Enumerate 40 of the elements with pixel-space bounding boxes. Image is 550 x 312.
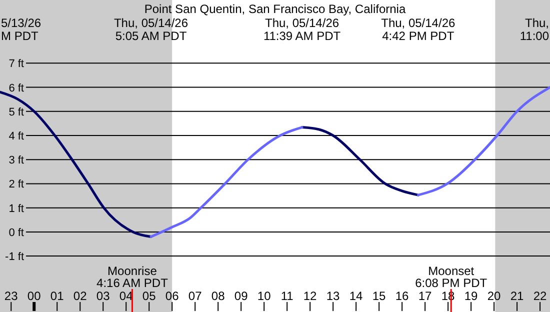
x-tick-label: 11 (280, 289, 294, 303)
y-tick-label: 0 ft (8, 226, 24, 239)
y-tick-label: 4 ft (8, 130, 24, 143)
x-tick-label: 19 (464, 289, 478, 303)
annotation: Thu, 11:00 (520, 16, 550, 43)
x-tick-label: 03 (96, 289, 110, 303)
x-tick-label: 15 (372, 289, 386, 303)
x-tick-label: 16 (395, 289, 410, 303)
y-tick-label: 5 ft (8, 106, 24, 118)
x-tick-label: 00 (27, 289, 42, 303)
x-tick-label: 12 (303, 289, 318, 303)
ref-line-label: Moonrise 4:16 AM PDT (96, 264, 169, 290)
y-tick-label: 7 ft (8, 58, 24, 70)
x-tick-label: 22 (533, 289, 548, 303)
x-tick-label: 14 (349, 289, 364, 303)
x-tick-label: 10 (257, 289, 272, 303)
chart-title: Point San Quentin, San Francisco Bay, California (144, 2, 406, 16)
x-tick-label: 17 (418, 289, 432, 303)
x-tick-label: 01 (50, 289, 64, 303)
y-tick-label: -1 ft (5, 251, 24, 264)
x-tick-label: 06 (165, 289, 180, 303)
ref-line-label: Moonset 6:08 PM PDT (415, 264, 488, 290)
x-tick-label: 13 (326, 289, 340, 303)
x-tick-label: 05 (142, 289, 156, 303)
x-tick-label: 02 (73, 289, 88, 303)
x-tick-label: 04 (119, 289, 134, 303)
x-tick-label: 20 (487, 289, 502, 303)
y-tick-label: 2 ft (8, 178, 24, 191)
annotation: Thu, 05/14/26 4:42 PM PDT (381, 16, 456, 43)
y-tick-label: 6 ft (8, 82, 24, 94)
annotation: 5/13/26 M PDT (1, 16, 42, 43)
x-tick-label: 08 (211, 289, 226, 303)
x-tick-label: 09 (234, 289, 248, 303)
x-tick-label: 21 (510, 289, 524, 303)
y-tick-label: 1 ft (8, 202, 24, 215)
annotation: Thu, 05/14/26 11:39 AM PDT (263, 16, 342, 43)
y-tick-label: 3 ft (8, 154, 24, 167)
annotation: Thu, 05/14/26 5:05 AM PDT (114, 16, 188, 43)
x-tick-label: 07 (188, 289, 202, 303)
x-tick-label: 23 (4, 289, 18, 303)
